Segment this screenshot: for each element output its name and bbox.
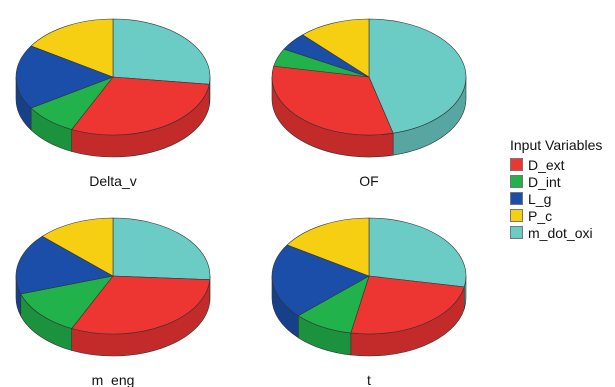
slice-d-ext xyxy=(71,275,211,335)
legend-item-l-g: L_g xyxy=(510,190,602,207)
pie-title: t xyxy=(367,372,371,387)
slice-d-int xyxy=(20,275,114,329)
slice-m-dot-oxi xyxy=(112,217,211,280)
slice-l-g xyxy=(271,244,370,317)
slice-m-dot-oxi xyxy=(112,18,211,85)
slice-l-g xyxy=(15,45,114,109)
slice-p-c xyxy=(30,18,114,78)
legend-swatch-p-c xyxy=(510,209,523,222)
legend: Input Variables D_ext D_int L_g P_c m_do… xyxy=(510,137,602,241)
pie-title: m_eng xyxy=(92,372,135,387)
legend-label-d-int: D_int xyxy=(528,173,561,190)
slice-p-c xyxy=(286,217,370,277)
legend-label-l-g: L_g xyxy=(528,190,552,207)
slice-d-ext xyxy=(271,65,394,136)
legend-swatch-d-int xyxy=(510,175,523,188)
legend-label-m-dot-oxi: m_dot_oxi xyxy=(528,224,593,241)
pie-delta-v: Delta_v xyxy=(15,18,211,189)
legend-item-m-dot-oxi: m_dot_oxi xyxy=(510,224,602,241)
legend-label-d-ext: D_ext xyxy=(528,156,565,173)
legend-item-p-c: P_c xyxy=(510,207,602,224)
legend-title: Input Variables xyxy=(510,137,603,153)
legend-item-d-ext: D_ext xyxy=(510,156,602,173)
pie-of: OF xyxy=(271,18,467,189)
pie-t: t xyxy=(271,217,467,387)
slice-p-c xyxy=(41,217,114,277)
slice-m-dot-oxi xyxy=(368,217,467,288)
legend-item-d-int: D_int xyxy=(510,173,602,190)
slice-p-c xyxy=(302,18,370,78)
legend-swatch-d-ext xyxy=(510,158,523,171)
slice-d-ext xyxy=(71,76,210,136)
slice-d-ext xyxy=(350,275,465,335)
pie-m-eng: m_eng xyxy=(15,217,211,387)
pie-title: Delta_v xyxy=(89,173,136,189)
pie-title: OF xyxy=(359,173,378,189)
legend-label-p-c: P_c xyxy=(528,207,553,224)
legend-swatch-m-dot-oxi xyxy=(510,226,523,239)
slice-l-g xyxy=(15,235,114,295)
legend-swatch-l-g xyxy=(510,192,523,205)
slice-m-dot-oxi xyxy=(368,18,467,134)
